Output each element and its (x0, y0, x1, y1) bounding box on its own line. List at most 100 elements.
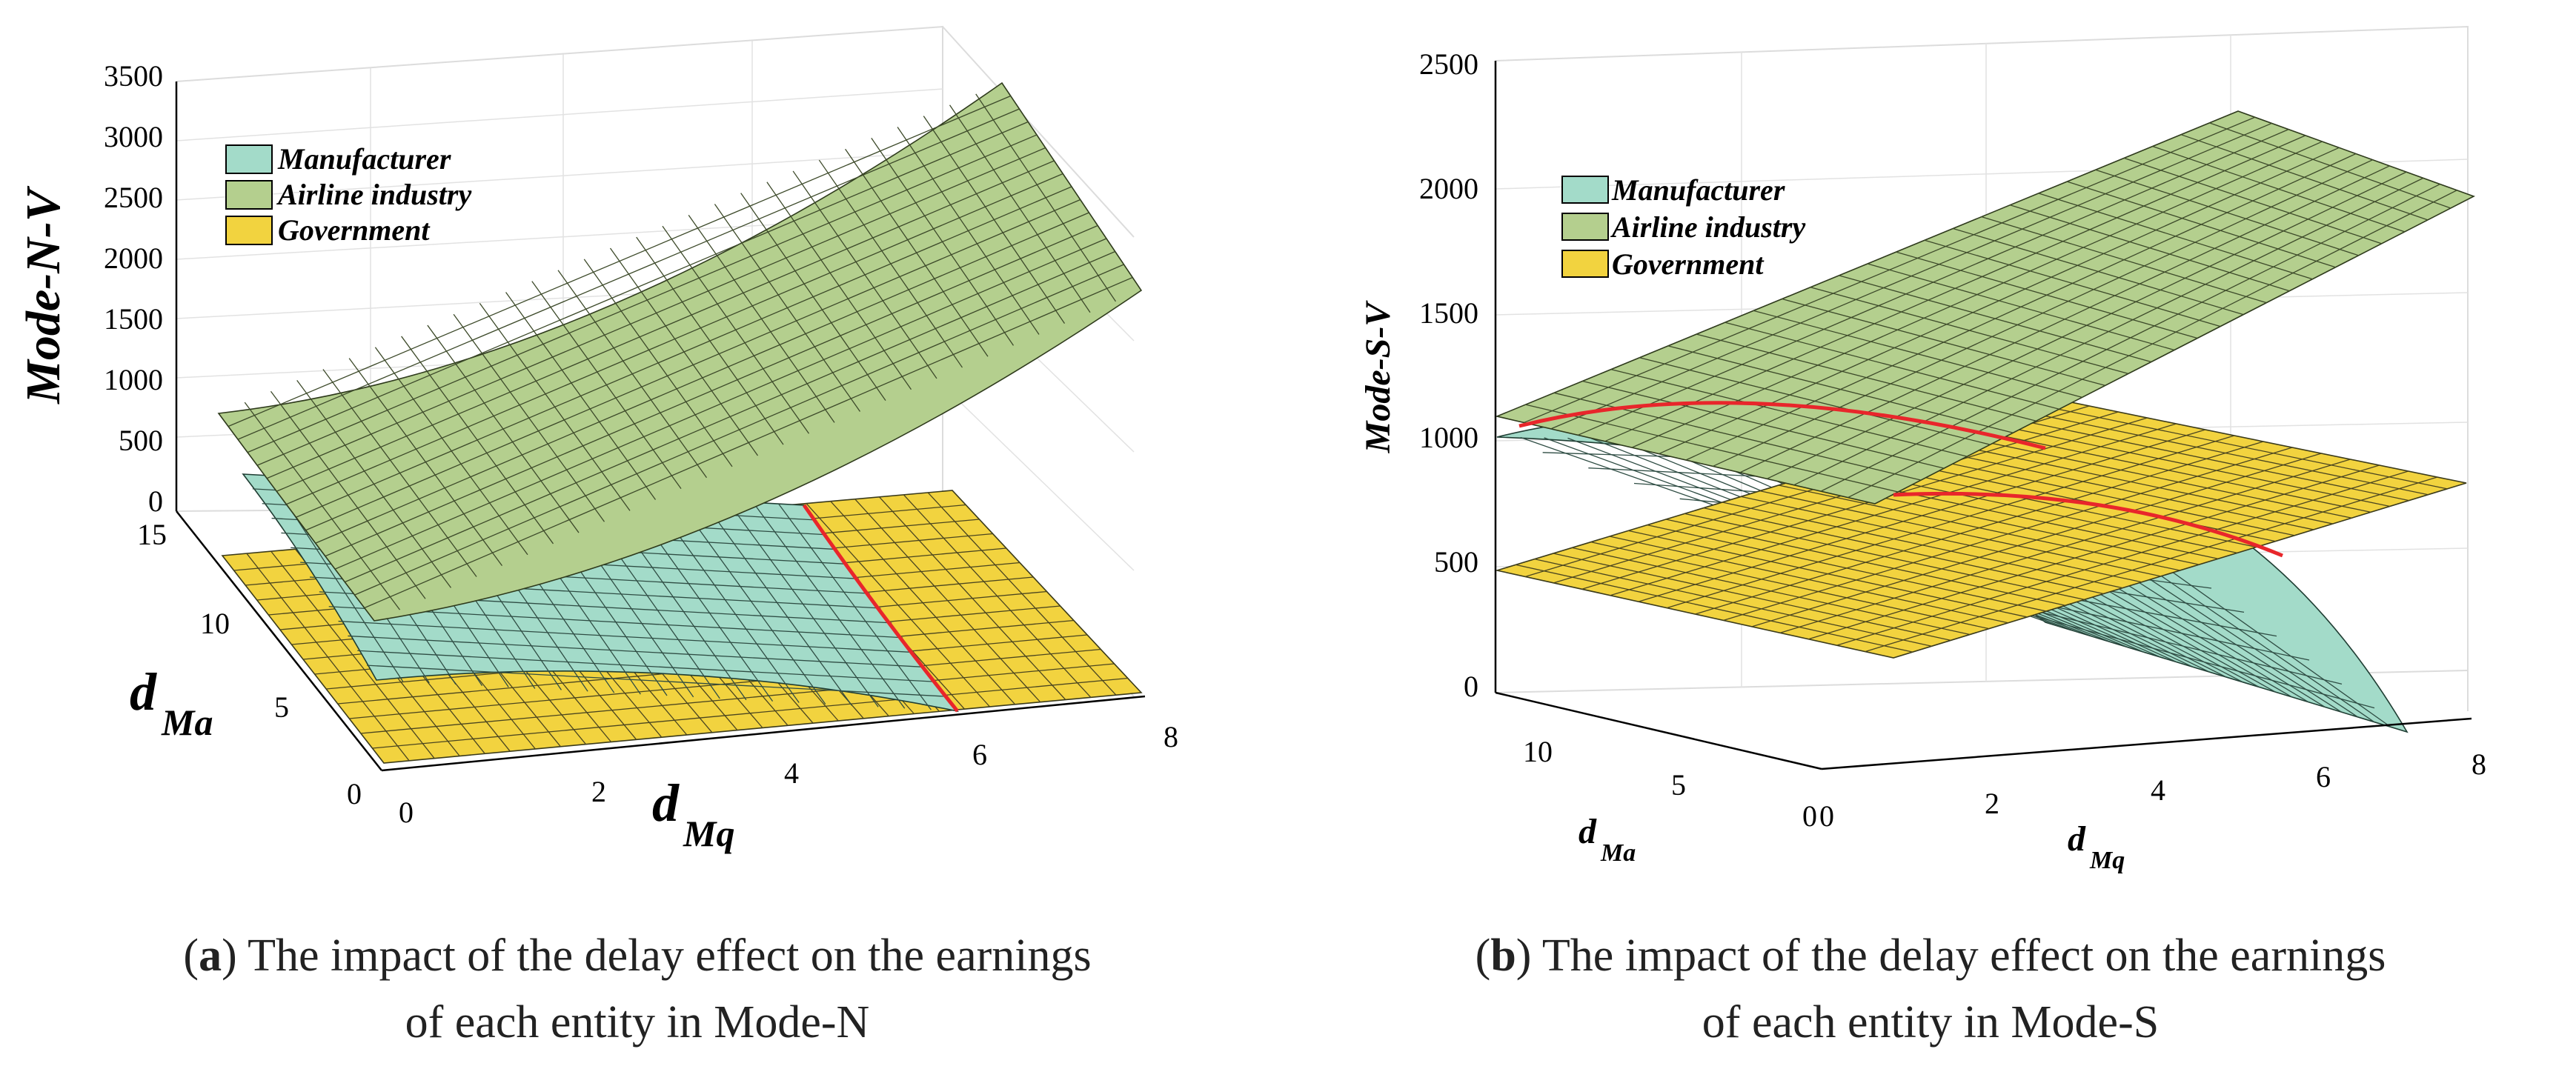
caption-a-line2: of each entity in Mode-N (405, 997, 870, 1048)
z-tick: 2500 (1419, 47, 1478, 81)
legend-swatch-government (1561, 250, 1609, 278)
caption-b-tag: b (1490, 930, 1516, 981)
z-tick: 1500 (1419, 296, 1478, 330)
mesh-line (345, 250, 1116, 583)
caption-a-line1: (a) The impact of the delay effect on th… (183, 930, 1091, 981)
mesh-line (372, 677, 1128, 749)
mesh-line (1524, 116, 2255, 424)
x-axis-label-b: d Mq (2068, 819, 2125, 874)
legend-swatch-manufacturer (225, 144, 273, 174)
y-ticks-a: 0 5 10 15 (137, 518, 362, 810)
surface-government-b (1494, 399, 2467, 659)
legend-label: Government (278, 213, 431, 247)
surface-airline-a (217, 81, 1143, 622)
z-ticks-b: 0 500 1000 1500 2000 2500 (1419, 47, 1478, 703)
z-tick: 2000 (1419, 172, 1478, 205)
legend-label: Manufacturer (277, 142, 451, 176)
mesh-line (1713, 159, 2373, 467)
x-axis-label-a: d Mq (652, 773, 734, 854)
legend-swatch-manufacturer (1561, 176, 1609, 204)
mesh-line (1550, 122, 2272, 430)
mesh-line (1999, 606, 2375, 709)
caption-b-line2: of each entity in Mode-S (1702, 997, 2159, 1048)
mesh-line (364, 276, 1133, 609)
mesh-line (1793, 177, 2424, 486)
x-tick: 6 (972, 738, 987, 771)
z-tick: 500 (1434, 545, 1478, 579)
mesh-line (367, 665, 947, 697)
legend-label: Airline industry (1610, 210, 1805, 244)
x-tick: 4 (784, 756, 799, 790)
mesh-line (1779, 459, 2351, 633)
mesh-line (1610, 423, 2177, 596)
mesh-line (286, 173, 1063, 505)
mesh-line (348, 635, 925, 668)
intersection-curve-b-lower (1893, 491, 2283, 558)
x-tick: 2 (591, 775, 606, 808)
mesh-line (1581, 417, 2148, 590)
caption-a-text: The impact of the delay effect on the ea… (237, 930, 1092, 981)
caption-b-text: The impact of the delay effect on the ea… (1531, 930, 2386, 981)
mesh-line (1836, 470, 2409, 646)
legend-label: Manufacturer (1611, 173, 1785, 207)
mesh-line (1638, 429, 2205, 602)
mesh-line (1695, 441, 2264, 615)
mesh-line (237, 108, 1020, 440)
caption-a: (a) The impact of the delay effect on th… (183, 930, 1091, 1048)
x-tick: 0 (1819, 799, 1834, 833)
x-tick: 2 (1985, 787, 1999, 820)
intersection-curve-b-upper (1518, 401, 2046, 450)
mesh-line (1667, 435, 2235, 609)
z-tick: 500 (119, 424, 163, 457)
y-label-base: d (130, 662, 157, 722)
mesh-line (1604, 135, 2306, 442)
z-ticks-a: 0 500 1000 1500 2000 2500 3000 3500 (104, 59, 163, 518)
y-tick: 5 (274, 690, 289, 724)
x-label-sub: Mq (2089, 847, 2125, 874)
mesh-line (1553, 411, 2119, 584)
x-tick: 0 (399, 796, 414, 829)
mesh-line (1723, 447, 2293, 622)
legend-swatch-airline (225, 180, 273, 210)
z-tick: 0 (148, 484, 163, 518)
x-label-sub: Mq (683, 813, 734, 854)
y-label-sub: Ma (1600, 839, 1636, 867)
legend-label: Government (1612, 247, 1765, 281)
y-label-sub: Ma (161, 702, 213, 743)
x-label-base: d (2068, 819, 2086, 859)
legend-swatch-government (225, 216, 273, 245)
x-tick: 6 (2316, 760, 2331, 793)
mesh-line (325, 224, 1098, 557)
mesh-line (1578, 129, 2289, 436)
x-tick: 4 (2151, 773, 2165, 807)
mesh-line (1685, 153, 2357, 461)
x-label-base: d (652, 773, 680, 833)
z-tick: 1000 (104, 363, 163, 396)
z-axis-label-a: Mode-N-V (16, 185, 70, 404)
x-tick: 8 (2472, 747, 2486, 781)
mesh-line (267, 147, 1046, 479)
chart-panel-a: 0 500 1000 1500 2000 2500 3000 3500 0 5 … (16, 25, 1178, 854)
y-tick: 0 (347, 777, 362, 810)
z-tick: 3500 (104, 59, 163, 93)
caption-b-line1: (b) The impact of the delay effect on th… (1475, 930, 2386, 981)
mesh-line (257, 134, 1038, 466)
mesh-line (1820, 183, 2440, 492)
surface-airline-b (1495, 110, 2475, 504)
z-axis-label-b: Mode-S-V (1358, 300, 1398, 454)
legend-a: Manufacturer Airline industry Government (225, 142, 471, 247)
z-tick: 3000 (104, 120, 163, 153)
mesh-line (248, 121, 1029, 453)
mesh-line (1848, 190, 2457, 499)
caption-a-tag: a (199, 930, 222, 981)
intersection-curve-a (802, 504, 959, 713)
y-tick: 15 (137, 518, 167, 551)
mesh-line (354, 264, 1124, 596)
axes-a (175, 81, 1146, 772)
y-tick: 10 (200, 607, 230, 640)
y-ticks-b: 0 5 10 (1523, 735, 1817, 833)
legend-label: Airline industry (276, 178, 471, 211)
mesh-line (360, 663, 1115, 734)
y-tick: 5 (1671, 768, 1686, 802)
